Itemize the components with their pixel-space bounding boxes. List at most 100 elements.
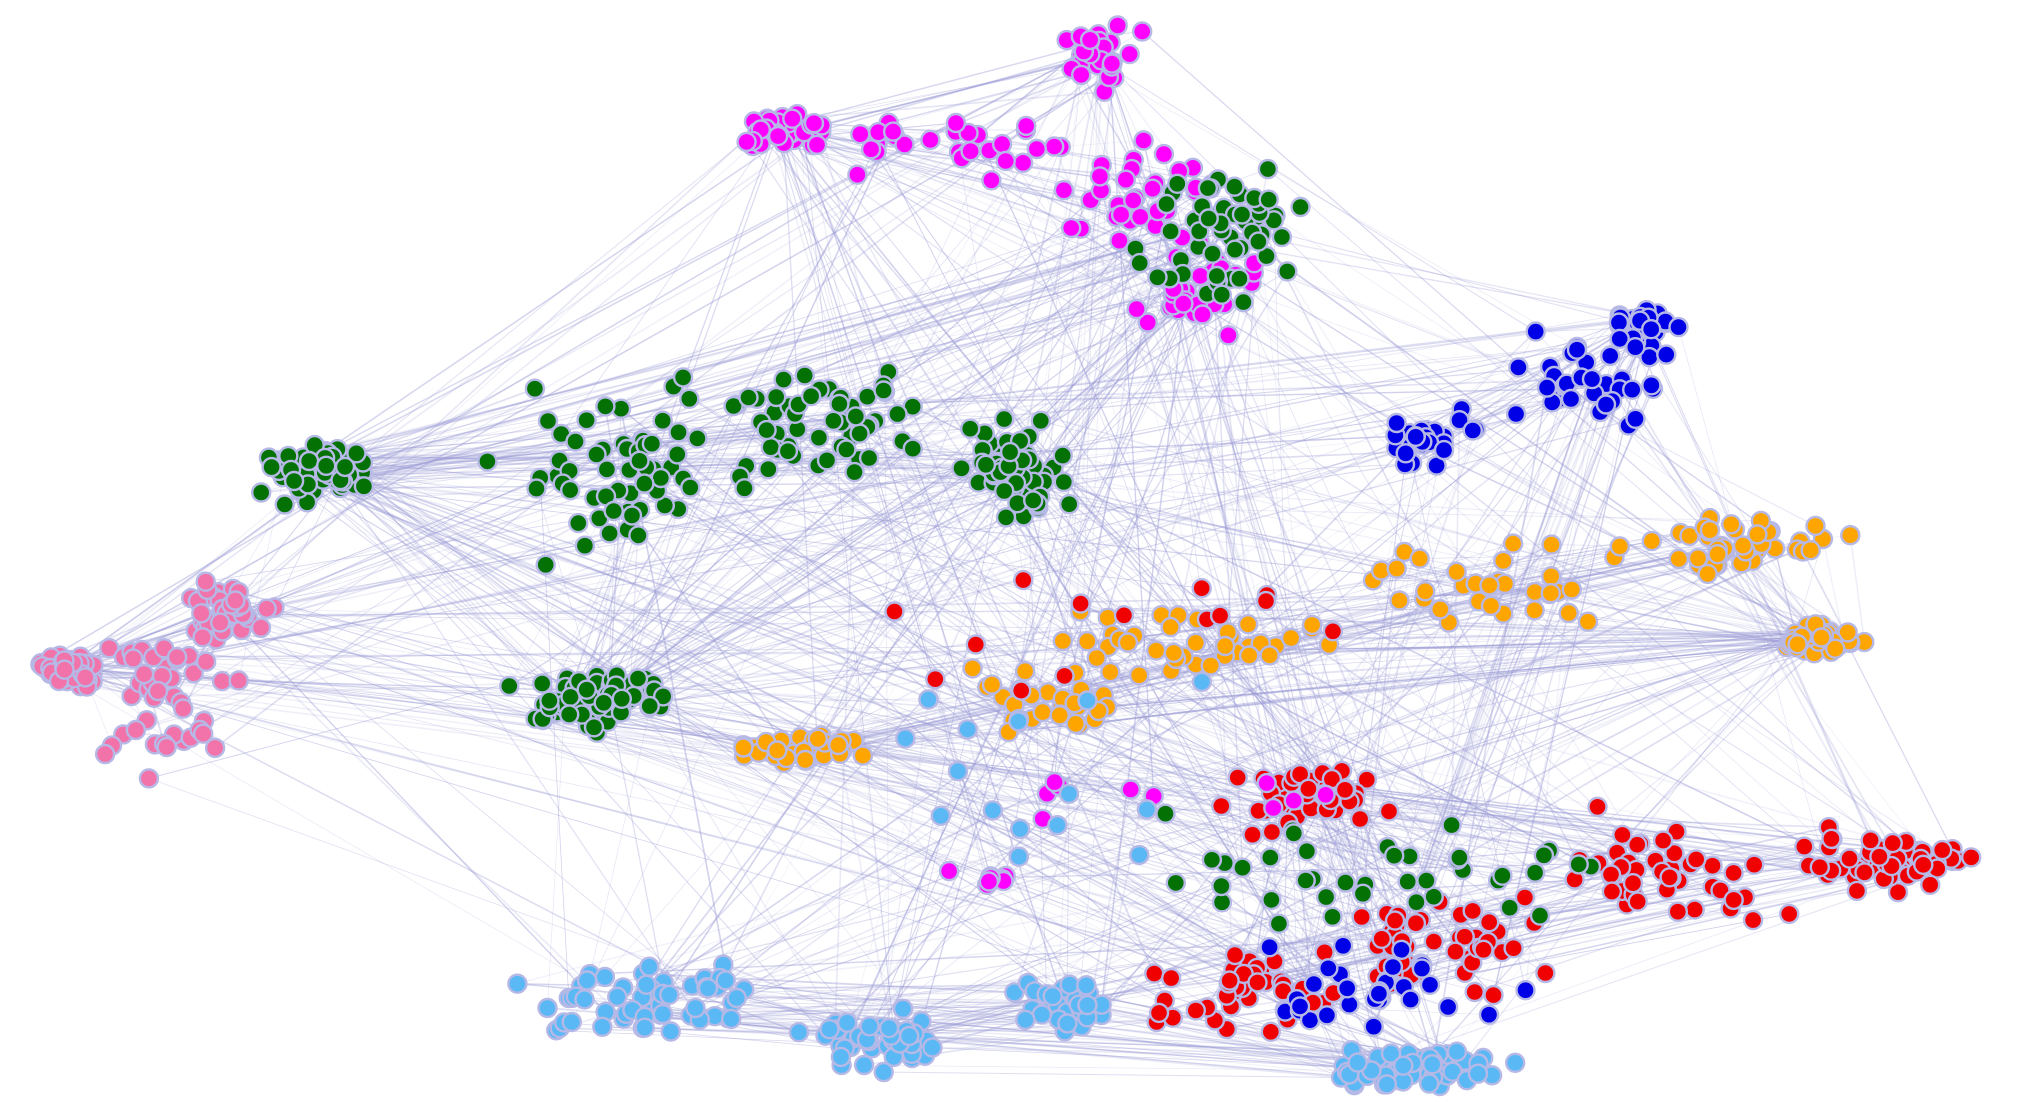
magenta-node — [1079, 29, 1101, 51]
light-blue-node — [507, 973, 528, 994]
graph-edge — [1475, 325, 1620, 938]
graph-edge — [330, 467, 701, 1020]
graph-edge — [596, 441, 1430, 684]
graph-edge — [606, 448, 914, 703]
red-node — [1070, 593, 1091, 614]
graph-edge — [878, 131, 1174, 294]
graph-edge — [1068, 635, 1803, 1024]
graph-edge — [1372, 580, 1623, 836]
graph-edge — [778, 62, 1099, 123]
graph-edge — [1438, 546, 1620, 611]
red-node — [1869, 846, 1890, 867]
magenta-node — [882, 121, 904, 142]
graph-edge — [556, 711, 1272, 901]
graph-edge — [575, 446, 995, 705]
red-node — [1209, 605, 1231, 626]
dark-green-node — [1156, 193, 1177, 215]
dark-green-node — [1231, 204, 1253, 225]
graph-edge — [1256, 216, 1580, 865]
red-node — [1260, 1021, 1282, 1043]
light-blue-node — [1418, 1073, 1440, 1094]
graph-edge — [339, 487, 1382, 1060]
graph-edge — [1021, 690, 1878, 862]
graph-edge — [242, 613, 1282, 983]
dark-green-node — [1224, 239, 1246, 260]
blue-node — [1316, 1005, 1338, 1026]
dark-green-node — [1283, 823, 1305, 844]
dark-green-node — [559, 704, 580, 725]
graph-edge — [1515, 317, 1621, 415]
pink-node — [204, 737, 226, 759]
graph-edge — [620, 253, 1213, 714]
graph-edge — [584, 690, 655, 1000]
red-node — [1860, 830, 1881, 851]
light-blue-node — [878, 1017, 900, 1039]
dark-green-node — [777, 441, 799, 462]
red-node — [1659, 867, 1680, 888]
red-node — [1600, 864, 1622, 885]
graph-edge — [736, 538, 1824, 999]
dark-green-node — [652, 410, 673, 431]
graph-edge — [562, 560, 1504, 708]
orange-node — [1524, 600, 1545, 621]
graph-edge — [589, 230, 1222, 705]
graph-edge — [547, 687, 566, 1009]
magenta-node — [1120, 779, 1141, 800]
magenta-node — [1256, 772, 1277, 794]
red-node — [1794, 836, 1815, 857]
graph-edge — [617, 854, 1395, 998]
graph-edge — [723, 963, 883, 1028]
graph-edge — [776, 433, 1790, 646]
graph-edge — [824, 146, 1062, 743]
dark-green-node — [1202, 243, 1223, 264]
dark-green-node — [560, 479, 581, 501]
graph-edge — [818, 437, 1550, 851]
dark-green-node — [576, 679, 597, 700]
graph-edge — [346, 212, 1260, 467]
dark-green-node — [873, 380, 894, 401]
dark-green-node — [532, 673, 553, 694]
pink-node — [195, 651, 217, 672]
dark-green-node — [758, 459, 779, 480]
red-node — [1247, 972, 1268, 993]
graph-edge — [332, 456, 1045, 483]
light-blue-node — [1008, 846, 1030, 867]
orange-node — [1163, 642, 1185, 664]
graph-edge — [1039, 301, 1244, 498]
dark-green-node — [1053, 471, 1075, 493]
graph-edge — [1278, 782, 1841, 869]
graph-edge — [564, 122, 779, 705]
graph-edge — [341, 396, 841, 477]
red-node — [1839, 848, 1860, 869]
red-node — [965, 634, 986, 655]
graph-edge — [304, 464, 1494, 996]
graph-edge — [775, 623, 1816, 757]
dark-green-node — [1197, 177, 1219, 199]
graph-edge — [296, 478, 1165, 1001]
graph-edge — [820, 131, 1005, 882]
orange-node — [1493, 550, 1514, 572]
graph-edge — [307, 484, 1417, 903]
red-node — [1622, 873, 1644, 894]
red-node — [1667, 901, 1689, 922]
red-node — [1242, 824, 1263, 845]
graph-edge — [644, 418, 1636, 680]
graph-edge — [1183, 656, 1545, 856]
graph-edge — [1378, 346, 1578, 1001]
red-node — [1535, 962, 1556, 984]
graph-edge — [596, 464, 987, 677]
orange-node — [1541, 534, 1562, 555]
blue-node — [1536, 377, 1558, 398]
graph-edge — [796, 428, 1333, 780]
graph-edge — [1678, 326, 1828, 876]
dark-green-node — [734, 478, 755, 499]
graph-edge — [1634, 346, 1825, 644]
dark-green-node — [251, 482, 272, 503]
red-node — [1371, 928, 1392, 949]
magenta-node — [1110, 204, 1132, 225]
graph-edge — [1008, 465, 1417, 903]
graph-edge — [266, 608, 1113, 636]
graph-edge — [617, 996, 1051, 1002]
blue-node — [1515, 980, 1536, 1001]
graph-edge — [218, 592, 693, 986]
